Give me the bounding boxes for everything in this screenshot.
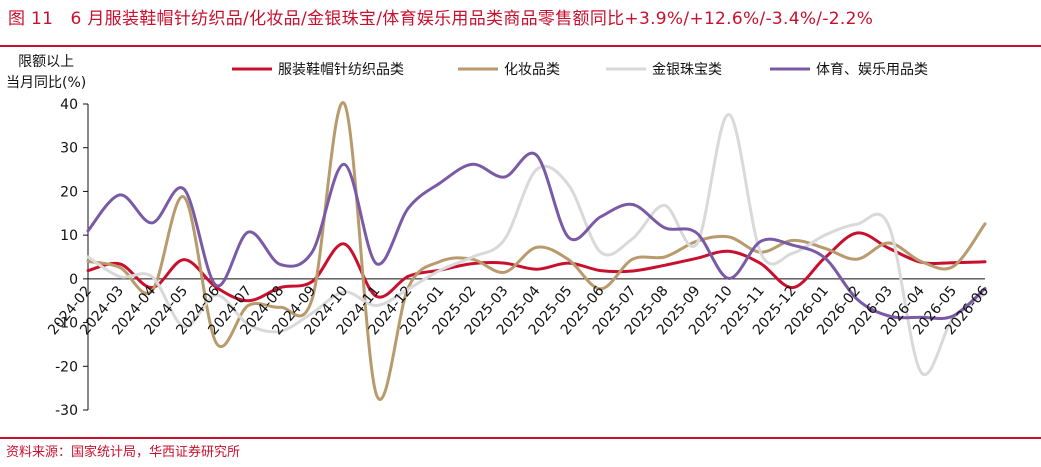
series-line-4: [86, 151, 987, 321]
y-tick-label: 40: [60, 97, 78, 113]
footer-divider: [0, 437, 1041, 439]
y-tick-label: -10: [55, 316, 78, 332]
series-line-2: [86, 101, 987, 401]
y-tick-label: 30: [60, 141, 78, 157]
y-axis-label-line-1: 限额以上: [18, 54, 75, 70]
chart-title: 图 11 6 月服装鞋帽针纺织品/化妆品/金银珠宝/体育娱乐用品类商品零售额同比…: [8, 9, 874, 29]
y-tick-label: 0: [69, 272, 78, 288]
y-tick-label: 20: [60, 184, 78, 200]
y-axis-label: 限额以上 当月同比(%): [6, 52, 86, 94]
y-axis-label-line-2: 当月同比(%): [6, 75, 87, 91]
title-divider: [0, 45, 1041, 47]
source-note: 资料来源：国家统计局，华西证券研究所: [6, 445, 241, 460]
legend-label: 金银珠宝类: [652, 62, 722, 78]
y-tick-label: -20: [55, 359, 78, 375]
legend-label: 体育、娱乐用品类: [816, 62, 928, 78]
legend-label: 服装鞋帽针纺织品类: [278, 62, 404, 78]
legend-label: 化妆品类: [504, 62, 560, 78]
series-line-1: [86, 231, 987, 303]
series-line-3: [86, 112, 987, 377]
y-tick-label: 10: [60, 228, 78, 244]
y-tick-label: -30: [55, 403, 78, 419]
